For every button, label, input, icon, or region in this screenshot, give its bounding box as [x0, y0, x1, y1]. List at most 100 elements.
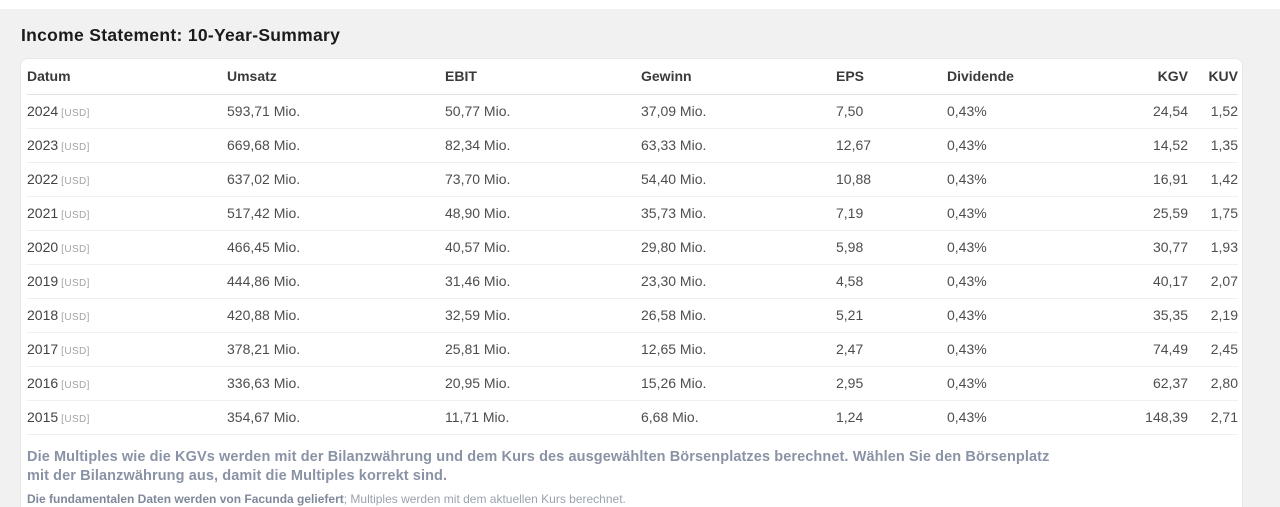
- cell-ebit: 31,46 Mio.: [445, 264, 641, 299]
- cell-umsatz: 336,63 Mio.: [227, 366, 445, 401]
- cell-eps: 2,47: [836, 332, 947, 367]
- cell-dividende: 0,43%: [947, 196, 1138, 231]
- currency-tag: [USD]: [61, 244, 90, 255]
- cell-kuv: 1,93: [1188, 230, 1238, 265]
- cell-kuv: 1,75: [1188, 196, 1238, 231]
- footnote-data-source-bold: Die fundamentalen Daten werden von Facun…: [27, 491, 344, 506]
- currency-tag: [USD]: [61, 176, 90, 187]
- cell-ebit: 50,77 Mio.: [445, 94, 641, 129]
- cell-gewinn: 23,30 Mio.: [641, 264, 836, 299]
- column-header-umsatz: Umsatz: [227, 59, 445, 95]
- cell-eps: 5,98: [836, 230, 947, 265]
- cell-dividende: 0,43%: [947, 298, 1138, 333]
- table-row: 2016 [USD] 336,63 Mio. 20,95 Mio. 15,26 M…: [27, 366, 1238, 401]
- top-edge-strip: [0, 0, 1280, 9]
- cell-gewinn: 54,40 Mio.: [641, 162, 836, 197]
- cell-kgv: 14,52: [1138, 128, 1188, 163]
- table-row: 2021 [USD] 517,42 Mio. 48,90 Mio. 35,73 M…: [27, 196, 1238, 231]
- cell-dividende: 0,43%: [947, 332, 1138, 367]
- table-row: 2017 [USD] 378,21 Mio. 25,81 Mio. 12,65 M…: [27, 332, 1238, 367]
- cell-umsatz: 444,86 Mio.: [227, 264, 445, 299]
- cell-kuv: 2,80: [1188, 366, 1238, 401]
- cell-gewinn: 6,68 Mio.: [641, 400, 836, 435]
- year-label: 2021: [27, 205, 59, 221]
- cell-datum: 2023 [USD]: [27, 128, 227, 163]
- cell-dividende: 0,43%: [947, 162, 1138, 197]
- cell-gewinn: 15,26 Mio.: [641, 366, 836, 401]
- cell-kgv: 148,39: [1138, 400, 1188, 435]
- cell-eps: 10,88: [836, 162, 947, 197]
- cell-ebit: 11,71 Mio.: [445, 400, 641, 435]
- income-statement-card: Datum Umsatz EBIT Gewinn EPS Dividende K…: [20, 58, 1243, 507]
- cell-datum: 2017 [USD]: [27, 332, 227, 367]
- year-label: 2019: [27, 273, 59, 289]
- cell-kuv: 1,52: [1188, 94, 1238, 129]
- cell-datum: 2018 [USD]: [27, 298, 227, 333]
- cell-kgv: 35,35: [1138, 298, 1188, 333]
- cell-eps: 1,24: [836, 400, 947, 435]
- table-row: 2018 [USD] 420,88 Mio. 32,59 Mio. 26,58 M…: [27, 298, 1238, 333]
- cell-gewinn: 63,33 Mio.: [641, 128, 836, 163]
- cell-umsatz: 669,68 Mio.: [227, 128, 445, 163]
- cell-ebit: 20,95 Mio.: [445, 366, 641, 401]
- cell-ebit: 32,59 Mio.: [445, 298, 641, 333]
- cell-eps: 12,67: [836, 128, 947, 163]
- cell-kuv: 2,19: [1188, 298, 1238, 333]
- cell-umsatz: 378,21 Mio.: [227, 332, 445, 367]
- column-header-ebit: EBIT: [445, 59, 641, 95]
- cell-eps: 4,58: [836, 264, 947, 299]
- cell-eps: 7,50: [836, 94, 947, 129]
- currency-tag: [USD]: [61, 142, 90, 153]
- year-label: 2016: [27, 375, 59, 391]
- column-header-datum: Datum: [27, 59, 227, 95]
- cell-dividende: 0,43%: [947, 264, 1138, 299]
- table-row: 2024 [USD] 593,71 Mio. 50,77 Mio. 37,09 M…: [27, 94, 1238, 129]
- currency-tag: [USD]: [61, 108, 90, 119]
- table-body: 2024 [USD] 593,71 Mio. 50,77 Mio. 37,09 M…: [27, 94, 1238, 435]
- cell-kuv: 2,45: [1188, 332, 1238, 367]
- cell-kuv: 1,42: [1188, 162, 1238, 197]
- year-label: 2020: [27, 239, 59, 255]
- cell-dividende: 0,43%: [947, 128, 1138, 163]
- currency-tag: [USD]: [61, 346, 90, 357]
- cell-umsatz: 593,71 Mio.: [227, 94, 445, 129]
- footnotes-section: Die Multiples wie die KGVs werden mit de…: [27, 435, 1236, 507]
- cell-ebit: 82,34 Mio.: [445, 128, 641, 163]
- cell-kgv: 62,37: [1138, 366, 1188, 401]
- table-row: 2020 [USD] 466,45 Mio. 40,57 Mio. 29,80 M…: [27, 230, 1238, 265]
- cell-umsatz: 420,88 Mio.: [227, 298, 445, 333]
- year-label: 2017: [27, 341, 59, 357]
- cell-datum: 2024 [USD]: [27, 94, 227, 129]
- cell-eps: 2,95: [836, 366, 947, 401]
- column-header-kgv: KGV: [1138, 59, 1188, 95]
- footnote-data-source: Die fundamentalen Daten werden von Facun…: [27, 492, 1236, 506]
- cell-eps: 7,19: [836, 196, 947, 231]
- income-statement-table: Datum Umsatz EBIT Gewinn EPS Dividende K…: [27, 59, 1238, 435]
- cell-ebit: 48,90 Mio.: [445, 196, 641, 231]
- cell-dividende: 0,43%: [947, 230, 1138, 265]
- year-label: 2024: [27, 103, 59, 119]
- cell-kgv: 24,54: [1138, 94, 1188, 129]
- currency-tag: [USD]: [61, 414, 90, 425]
- cell-kgv: 16,91: [1138, 162, 1188, 197]
- cell-kgv: 25,59: [1138, 196, 1188, 231]
- cell-dividende: 0,43%: [947, 400, 1138, 435]
- cell-kuv: 2,07: [1188, 264, 1238, 299]
- cell-dividende: 0,43%: [947, 366, 1138, 401]
- table-header-row: Datum Umsatz EBIT Gewinn EPS Dividende K…: [27, 59, 1238, 95]
- cell-kgv: 74,49: [1138, 332, 1188, 367]
- column-header-dividende: Dividende: [947, 59, 1138, 95]
- cell-datum: 2021 [USD]: [27, 196, 227, 231]
- cell-umsatz: 637,02 Mio.: [227, 162, 445, 197]
- year-label: 2023: [27, 137, 59, 153]
- cell-umsatz: 466,45 Mio.: [227, 230, 445, 265]
- table-row: 2015 [USD] 354,67 Mio. 11,71 Mio. 6,68 Mi…: [27, 400, 1238, 435]
- currency-tag: [USD]: [61, 380, 90, 391]
- column-header-kuv: KUV: [1188, 59, 1238, 95]
- year-label: 2022: [27, 171, 59, 187]
- cell-gewinn: 29,80 Mio.: [641, 230, 836, 265]
- column-header-eps: EPS: [836, 59, 947, 95]
- currency-tag: [USD]: [61, 210, 90, 221]
- year-label: 2015: [27, 409, 59, 425]
- column-header-gewinn: Gewinn: [641, 59, 836, 95]
